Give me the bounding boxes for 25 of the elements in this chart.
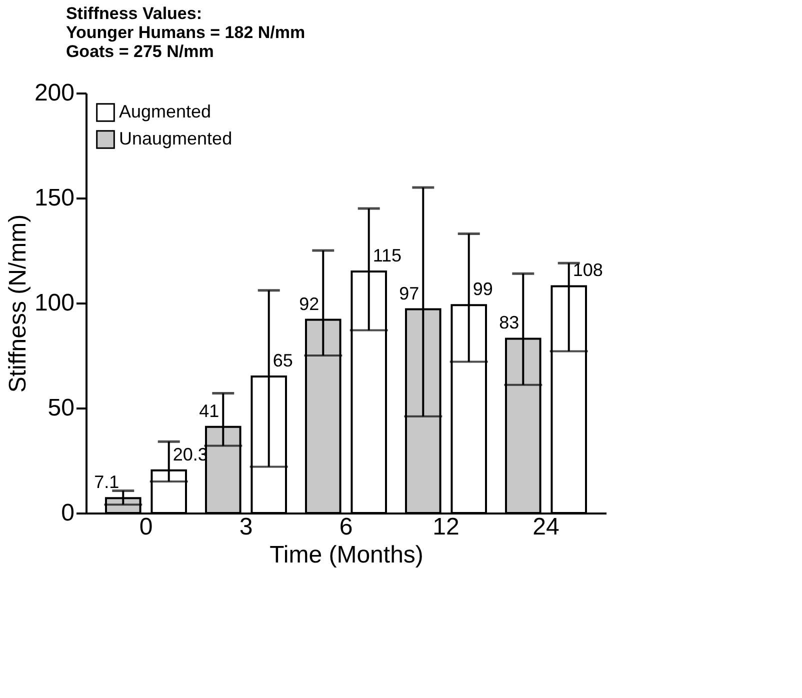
data-label: 99 xyxy=(472,279,493,300)
x-tick-label: 24 xyxy=(532,514,560,540)
x-tick-label: 6 xyxy=(339,514,353,540)
text: Younger Humans = 182 N/mm xyxy=(66,23,306,42)
data-label: 92 xyxy=(299,294,320,314)
legend-label: Unaugmented xyxy=(119,128,232,148)
data-label: 115 xyxy=(372,246,402,266)
data-label: 41 xyxy=(199,400,220,421)
data-label: 7.1 xyxy=(94,472,120,492)
x-tick-label: 0 xyxy=(139,514,153,540)
data-label: 108 xyxy=(572,260,603,280)
x-tick-label: 12 xyxy=(432,514,460,540)
y-tick-label: 150 xyxy=(34,184,74,212)
x-axis-title: Time (Months) xyxy=(270,542,424,568)
y-tick-label: 50 xyxy=(48,394,74,422)
x-tick-label: 3 xyxy=(239,514,253,540)
data-label: 97 xyxy=(399,283,420,304)
y-tick-label: 200 xyxy=(34,80,74,106)
text: Goats = 275 N/mm xyxy=(66,42,214,61)
y-tick-label: 100 xyxy=(34,290,74,316)
data-label: 65 xyxy=(272,350,293,370)
legend-label: Augmented xyxy=(119,102,212,122)
data-label: 83 xyxy=(499,312,520,333)
y-axis-title: Stiffness (N/mm) xyxy=(4,214,32,393)
text: Stiffness Values: xyxy=(66,4,202,23)
